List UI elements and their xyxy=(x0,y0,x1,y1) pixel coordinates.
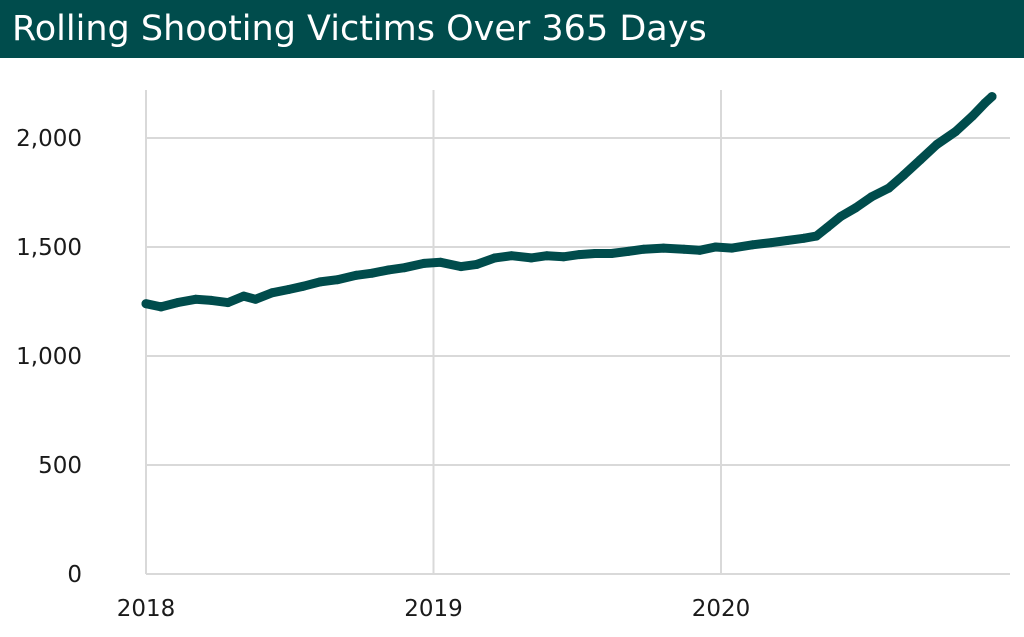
data-point xyxy=(915,155,925,165)
data-point xyxy=(141,299,151,309)
data-point xyxy=(351,270,361,280)
data-point xyxy=(607,249,616,258)
data-point xyxy=(851,203,861,213)
data-point xyxy=(419,258,429,268)
data-point xyxy=(727,243,737,253)
data-point xyxy=(436,257,446,267)
data-point xyxy=(456,262,466,272)
y-tick-label: 2,000 xyxy=(16,126,82,152)
grid-lines xyxy=(145,90,1010,575)
data-point xyxy=(399,263,409,273)
data-point xyxy=(267,288,277,298)
data-point xyxy=(932,140,942,149)
data-point xyxy=(951,127,961,136)
data-point xyxy=(884,183,894,193)
data-point xyxy=(679,244,689,254)
data-point xyxy=(967,111,977,121)
data-point xyxy=(766,238,776,248)
data-point xyxy=(239,291,249,301)
data-point xyxy=(623,246,633,256)
data-point xyxy=(173,298,182,308)
data-point xyxy=(590,249,600,258)
y-tick-label: 1,500 xyxy=(16,235,82,261)
data-point xyxy=(866,192,876,202)
data-point xyxy=(526,253,536,263)
data-point xyxy=(711,242,720,252)
data-point xyxy=(251,294,260,304)
data-point xyxy=(284,285,294,294)
data-point xyxy=(782,236,792,245)
data-point xyxy=(695,245,705,255)
data-point xyxy=(559,252,568,262)
data-point xyxy=(206,295,216,305)
data-point xyxy=(811,231,821,241)
x-tick-label: 2019 xyxy=(404,596,463,622)
data-point xyxy=(748,240,757,250)
data-point xyxy=(574,250,584,260)
chart-title: Rolling Shooting Victims Over 365 Days xyxy=(12,9,707,49)
data-point xyxy=(156,302,166,312)
data-point xyxy=(332,275,342,285)
data-point xyxy=(299,281,308,291)
data-point xyxy=(507,251,516,261)
data-point xyxy=(639,244,649,254)
data-point xyxy=(384,265,394,275)
data-point xyxy=(836,212,846,221)
data-point xyxy=(367,268,377,278)
data-point xyxy=(191,294,201,304)
data-point xyxy=(472,259,482,269)
y-axis-tick-labels: 0 500 1,000 1,500 2,000 xyxy=(16,126,82,588)
y-tick-label: 1,000 xyxy=(16,344,82,370)
data-point xyxy=(899,170,909,180)
x-axis-tick-labels: 2018 2019 2020 xyxy=(117,596,751,622)
data-point xyxy=(315,277,325,287)
data-point xyxy=(490,253,500,263)
data-point xyxy=(223,298,233,308)
x-tick-label: 2020 xyxy=(692,596,751,622)
data-point xyxy=(799,233,809,243)
data-point xyxy=(822,222,832,232)
data-line xyxy=(141,92,997,312)
y-tick-label: 500 xyxy=(38,453,82,479)
y-tick-label: 0 xyxy=(67,562,82,588)
data-point xyxy=(980,98,990,108)
data-point xyxy=(987,92,997,102)
title-bar: Rolling Shooting Victims Over 365 Days xyxy=(0,0,1024,58)
data-point xyxy=(542,251,552,261)
data-point xyxy=(659,243,668,253)
x-tick-label: 2018 xyxy=(117,596,176,622)
series-line xyxy=(141,92,997,312)
